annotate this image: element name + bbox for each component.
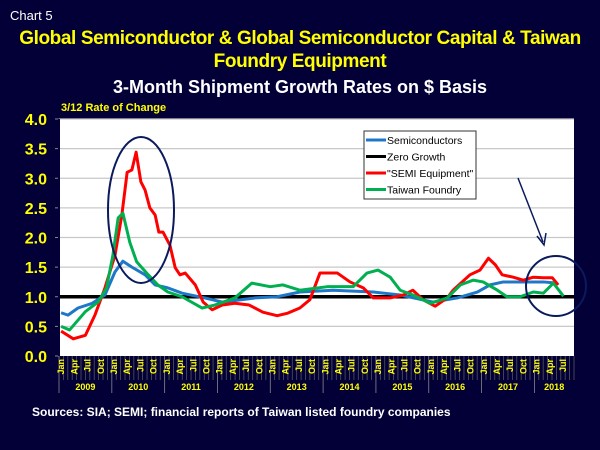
x-month-label: Jan <box>479 359 489 375</box>
highlight-circle-2018 <box>525 255 587 317</box>
x-month-label: Jan <box>320 359 330 375</box>
y-axis-label: 3/12 Rate of Change <box>61 102 167 114</box>
x-month-label: Jul <box>347 359 357 372</box>
x-month-label: Oct <box>360 359 370 374</box>
x-month-label: Jan <box>109 359 119 375</box>
x-year-label: 2018 <box>544 382 564 392</box>
x-month-label: Oct <box>307 359 317 374</box>
x-month-label: Apr <box>386 359 396 375</box>
x-month-label: Jul <box>400 359 410 372</box>
y-tick-label: 4.0 <box>25 112 47 129</box>
x-month-label: Oct <box>254 359 264 374</box>
x-year-label: 2017 <box>498 382 518 392</box>
x-month-label: Jul <box>452 359 462 372</box>
y-tick-label: 2.0 <box>25 231 47 248</box>
x-month-label: Jul <box>505 359 515 372</box>
x-month-label: Jan <box>56 359 66 375</box>
x-month-label: Apr <box>492 359 502 375</box>
x-month-label: Apr <box>175 359 185 375</box>
y-tick-label: 3.0 <box>25 171 47 188</box>
x-month-label: Apr <box>122 359 132 375</box>
x-month-label: Oct <box>466 359 476 374</box>
x-month-label: Jan <box>215 359 225 375</box>
series-line-semiconductors <box>60 259 558 317</box>
x-month-label: Oct <box>413 359 423 374</box>
x-month-label: Oct <box>201 359 211 374</box>
x-month-label: Jan <box>532 359 542 375</box>
x-month-label: Oct <box>518 359 528 374</box>
y-tick-label: 3.5 <box>25 142 47 159</box>
legend-label: Taiwan Foundry <box>387 185 462 197</box>
x-year-label: 2015 <box>392 382 412 392</box>
x-year-label: 2010 <box>128 382 148 392</box>
x-month-label: Apr <box>545 359 555 375</box>
x-month-label: Jul <box>558 359 568 372</box>
x-month-label: Jan <box>267 359 277 375</box>
chart-subtitle: 3-Month Shipment Growth Rates on $ Basis <box>112 77 488 97</box>
x-year-label: 2013 <box>287 382 307 392</box>
chart-number-label: Chart 5 <box>10 8 53 23</box>
legend-label: "SEMI Equipment" <box>387 168 474 180</box>
y-tick-label: 1.5 <box>25 260 47 277</box>
y-tick-label: 1.0 <box>25 290 47 307</box>
x-month-label: Apr <box>69 359 79 375</box>
x-month-label: Oct <box>149 359 159 374</box>
x-year-label: 2016 <box>445 382 465 392</box>
y-tick-label: 2.5 <box>25 201 47 218</box>
y-tick-label: 0.0 <box>25 349 47 366</box>
legend-label: Semiconductors <box>387 135 462 147</box>
legend-label: Zero Growth <box>387 152 446 164</box>
x-month-label: Apr <box>439 359 449 375</box>
series-line-taiwanfoundry <box>60 211 565 332</box>
x-month-label: Apr <box>228 359 238 375</box>
x-year-label: 2009 <box>75 382 95 392</box>
x-month-label: Jul <box>135 359 145 372</box>
arrow-icon <box>517 177 544 243</box>
highlight-ellipse-2010 <box>107 136 175 284</box>
legend-box <box>363 130 477 200</box>
x-month-label: Jul <box>83 359 93 372</box>
x-month-label: Apr <box>281 359 291 375</box>
x-month-label: Apr <box>334 359 344 375</box>
legend: Semiconductors Zero Growth "SEMI Equipment… <box>363 130 477 200</box>
x-month-label: Oct <box>96 359 106 374</box>
source-note: Sources: SIA; SEMI; financial reports of… <box>32 405 451 419</box>
arrowhead-icon <box>536 232 547 247</box>
x-year-label: 2012 <box>234 382 254 392</box>
y-tick-label: 0.5 <box>25 319 47 336</box>
series-line-semiequipment <box>60 150 560 341</box>
x-month-label: Jan <box>426 359 436 375</box>
x-month-label: Jul <box>188 359 198 372</box>
x-month-label: Jan <box>373 359 383 375</box>
x-month-label: Jan <box>162 359 172 375</box>
chart-title: Global Semiconductor & Global Semiconduc… <box>19 28 581 72</box>
x-year-label: 2011 <box>181 382 201 392</box>
x-month-label: Jul <box>294 359 304 372</box>
x-month-label: Jul <box>241 359 251 372</box>
x-year-label: 2014 <box>339 382 359 392</box>
